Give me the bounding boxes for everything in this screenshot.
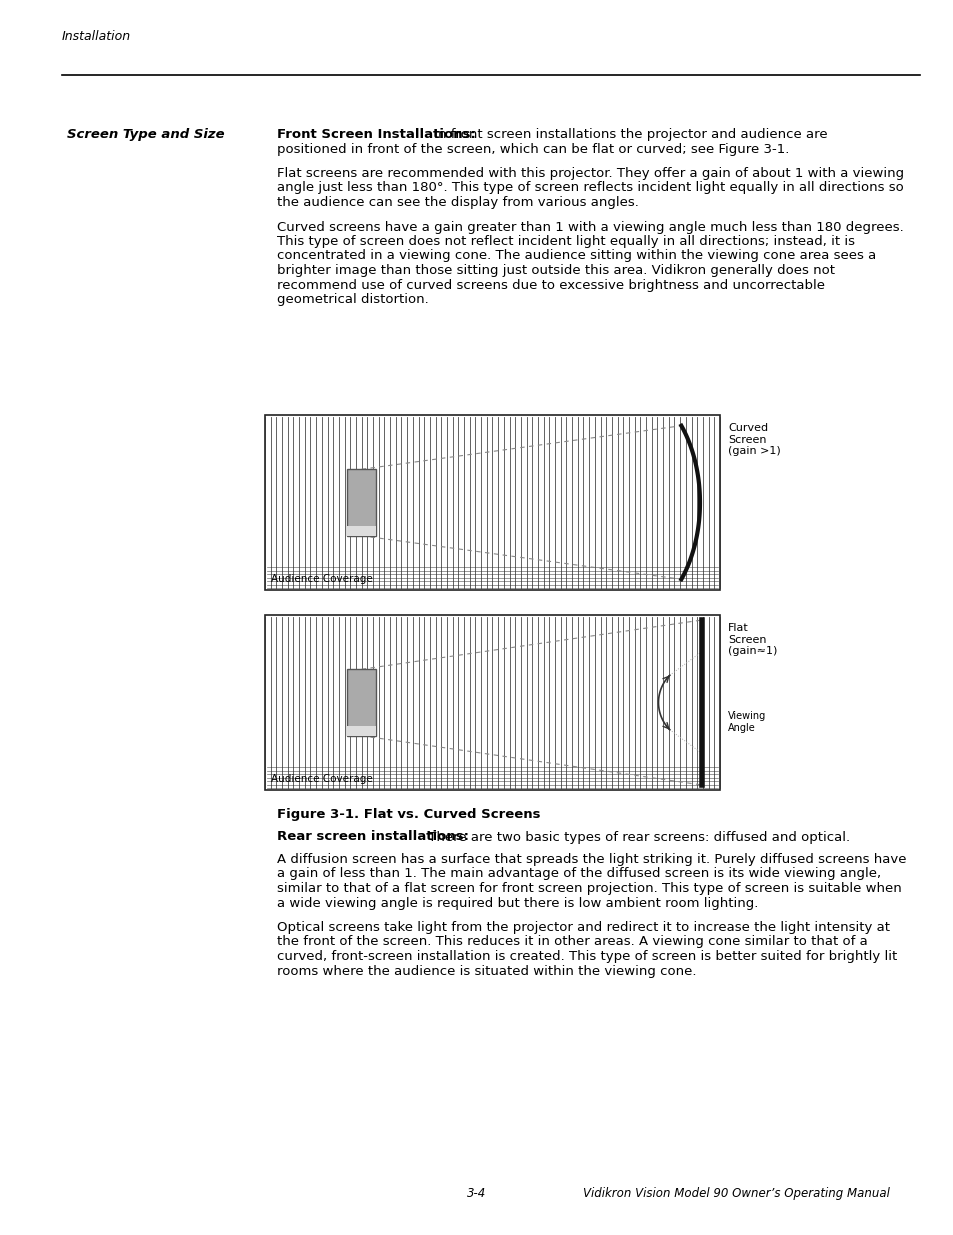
Text: Front Screen Installations:: Front Screen Installations:	[276, 128, 476, 141]
Text: Flat screens are recommended with this projector. They offer a gain of about 1 w: Flat screens are recommended with this p…	[276, 167, 903, 180]
Bar	[347, 726, 376, 736]
Text: a wide viewing angle is required but there is low ambient room lighting.: a wide viewing angle is required but the…	[276, 897, 758, 909]
Text: In front screen installations the projector and audience are: In front screen installations the projec…	[429, 128, 826, 141]
Text: Audience Coverage: Audience Coverage	[271, 574, 373, 584]
Text: A diffusion screen has a surface that spreads the light striking it. Purely diff: A diffusion screen has a surface that sp…	[276, 853, 905, 866]
Text: Flat
Screen
(gain≈1): Flat Screen (gain≈1)	[727, 622, 777, 656]
Bar	[347, 669, 376, 736]
Text: positioned in front of the screen, which can be flat or curved; see Figure 3-1.: positioned in front of the screen, which…	[276, 142, 788, 156]
Text: Vidikron Vision Model 90 Owner’s Operating Manual: Vidikron Vision Model 90 Owner’s Operati…	[582, 1187, 889, 1200]
Text: Optical screens take light from the projector and redirect it to increase the li: Optical screens take light from the proj…	[276, 921, 889, 934]
Text: geometrical distortion.: geometrical distortion.	[276, 293, 428, 306]
Text: Audience Coverage: Audience Coverage	[271, 774, 373, 784]
Text: There are two basic types of rear screens: diffused and optical.: There are two basic types of rear screen…	[423, 830, 849, 844]
Text: Curved
Screen
(gain >1): Curved Screen (gain >1)	[727, 424, 780, 456]
Text: Rear screen installations:: Rear screen installations:	[276, 830, 469, 844]
Bar	[265, 615, 720, 790]
Bar	[265, 415, 720, 590]
Text: Installation: Installation	[62, 30, 131, 43]
Text: concentrated in a viewing cone. The audience sitting within the viewing cone are: concentrated in a viewing cone. The audi…	[276, 249, 876, 263]
Text: Curved screens have a gain greater than 1 with a viewing angle much less than 18: Curved screens have a gain greater than …	[276, 221, 902, 233]
Text: rooms where the audience is situated within the viewing cone.: rooms where the audience is situated wit…	[276, 965, 696, 977]
Text: curved, front-screen installation is created. This type of screen is better suit: curved, front-screen installation is cre…	[276, 950, 897, 963]
Text: a gain of less than 1. The main advantage of the diffused screen is its wide vie: a gain of less than 1. The main advantag…	[276, 867, 881, 881]
Text: the audience can see the display from various angles.: the audience can see the display from va…	[276, 196, 639, 209]
Bar	[347, 469, 376, 536]
Text: Screen Type and Size: Screen Type and Size	[67, 128, 224, 141]
Text: angle just less than 180°. This type of screen reflects incident light equally i: angle just less than 180°. This type of …	[276, 182, 902, 194]
Bar	[347, 526, 376, 536]
Text: the front of the screen. This reduces it in other areas. A viewing cone similar : the front of the screen. This reduces it…	[276, 935, 867, 948]
Text: similar to that of a flat screen for front screen projection. This type of scree: similar to that of a flat screen for fro…	[276, 882, 901, 895]
Text: Viewing
Angle: Viewing Angle	[727, 711, 765, 732]
Text: Figure 3-1. Flat vs. Curved Screens: Figure 3-1. Flat vs. Curved Screens	[276, 808, 540, 821]
Text: brighter image than those sitting just outside this area. Vidikron generally doe: brighter image than those sitting just o…	[276, 264, 834, 277]
Text: 3-4: 3-4	[467, 1187, 486, 1200]
Text: This type of screen does not reflect incident light equally in all directions; i: This type of screen does not reflect inc…	[276, 235, 854, 248]
Text: recommend use of curved screens due to excessive brightness and uncorrectable: recommend use of curved screens due to e…	[276, 279, 824, 291]
